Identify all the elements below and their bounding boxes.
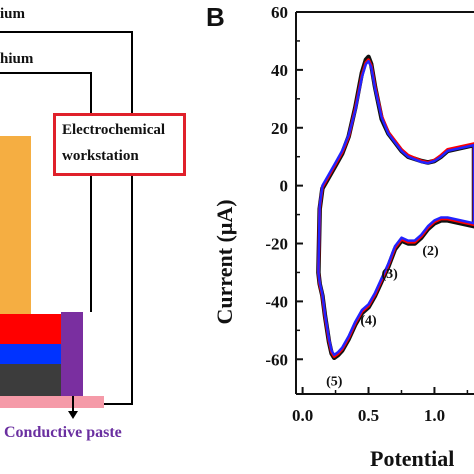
x-tick-label: 0.0	[292, 406, 313, 425]
wire-second-vertical	[90, 72, 92, 113]
peak-annotation: (4)	[360, 314, 377, 329]
paste-arrow-head	[68, 411, 78, 419]
layer-red	[0, 314, 61, 344]
workstation-label-line1: Electrochemical	[62, 122, 166, 138]
conductive-paste-label: Conductive paste	[4, 424, 122, 441]
plot-area	[316, 54, 474, 361]
peak-annotation: (5)	[326, 374, 343, 389]
wire-label-top: ium	[0, 6, 26, 22]
y-tick-label: 60	[271, 3, 288, 22]
y-tick-label: 20	[271, 119, 288, 138]
peak-annotation: (3)	[381, 267, 398, 282]
cv-series-line-1	[316, 54, 474, 361]
y-tick-label: -40	[265, 292, 288, 311]
y-tick-label: -20	[265, 235, 288, 254]
peak-annotation: (2)	[422, 244, 439, 259]
paste-pink-strip	[0, 396, 104, 408]
wire-label-second: hium	[0, 51, 34, 67]
wire-top-vertical	[131, 31, 133, 405]
y-tick-label: 0	[280, 177, 289, 196]
y-tick-label: -60	[265, 350, 288, 369]
x-ticks: 0.0 0.5 1.0	[292, 387, 469, 425]
peak-annotations: (2) (3) (4) (5)	[326, 244, 439, 389]
paste-arrow-shaft	[72, 396, 74, 412]
layer-blue	[0, 344, 61, 364]
wire-bottom-horizontal	[103, 403, 133, 405]
paste-purple-block	[61, 312, 83, 396]
y-ticks: 60 40 20 0 -20 -40 -60	[265, 3, 303, 369]
layer-dark	[0, 364, 61, 396]
wire-second-horizontal	[0, 72, 92, 74]
cv-series-line-3	[317, 59, 474, 357]
x-axis-title: Potential	[370, 446, 454, 471]
x-tick-label: 1.0	[424, 406, 445, 425]
panel-b-letter: B	[206, 2, 225, 32]
workstation-box: Electrochemical workstation	[53, 113, 186, 176]
wire-top-horizontal	[0, 31, 133, 33]
cv-series-line-2	[316, 58, 474, 358]
electrode-orange-block	[0, 136, 31, 314]
y-axis-title: Current (μA)	[212, 199, 237, 324]
x-tick-label: 0.5	[358, 406, 379, 425]
y-tick-label: 40	[271, 61, 288, 80]
wire-workstation-down	[90, 176, 92, 312]
workstation-label-line2: workstation	[62, 148, 139, 164]
